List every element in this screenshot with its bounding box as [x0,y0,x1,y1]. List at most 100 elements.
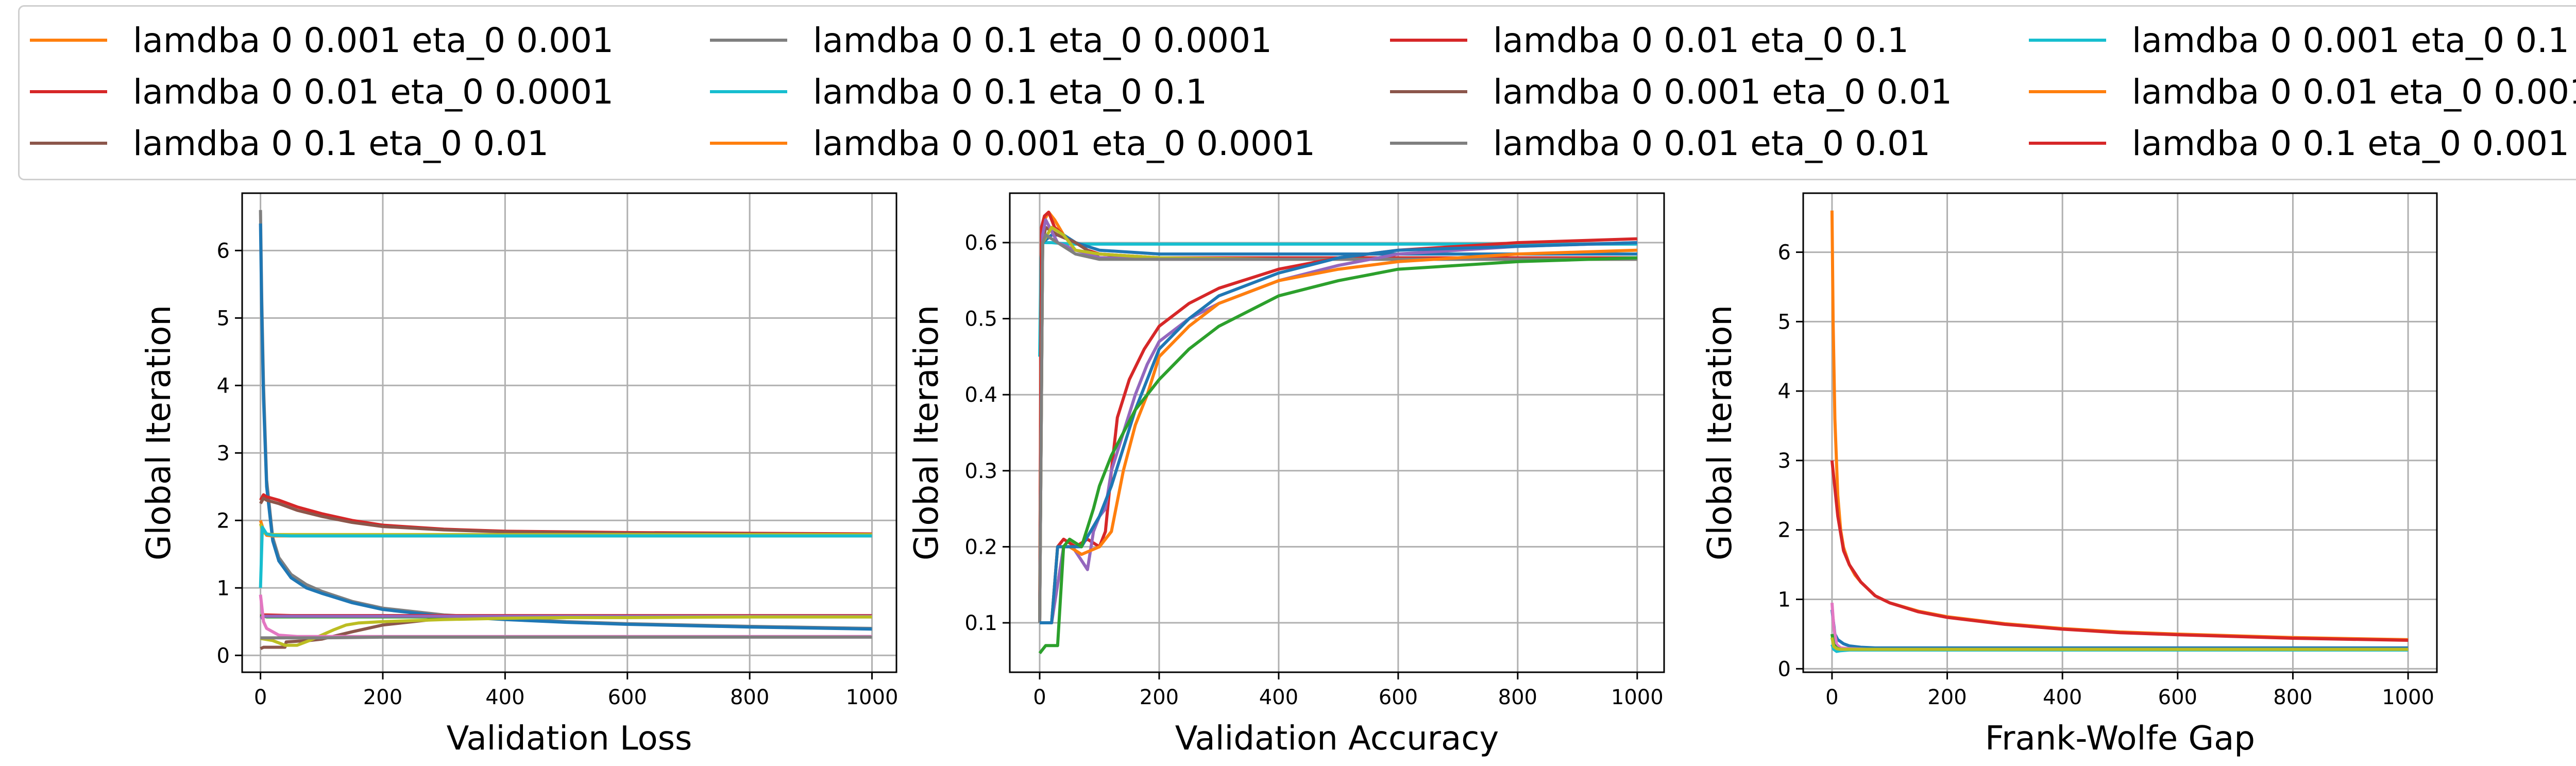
chart-panel-3: 0 200 400 600 800 1000 0 1 2 3 4 5 6 Frank-Wolfe Gap G… [1701,192,2438,758]
plot-frame [241,192,897,673]
x-tick-label: 800 [730,686,769,709]
y-tick-label: 5 [1778,310,1791,334]
series-line [1830,460,2409,642]
series-line [259,493,872,536]
y-tick-label: 2 [1778,519,1791,542]
legend-swatch [30,90,107,93]
x-tick-label: 400 [1259,686,1298,709]
legend-entry: lamdba 0 0.01 eta_0 0.0001 [30,69,614,115]
legend-swatch [710,142,787,145]
series-line [1830,637,2409,651]
legend-entry: lamdba 0 0.01 eta_0 0.001 [2029,69,2576,115]
x-tick-label: 600 [608,686,647,709]
plot-frame [1009,192,1665,673]
y-tick-label: 6 [217,239,230,263]
legend-entry: lamdba 0 0.1 eta_0 0.1 [710,69,1207,115]
series-line [1040,241,1637,624]
x-axis-label: Frank-Wolfe Gap [1985,720,2255,758]
legend-label: lamdba 0 0.001 eta_0 0.1 [2132,20,2570,60]
y-tick-label: 3 [217,441,230,465]
x-axis-label: Validation Loss [447,720,692,758]
y-tick-label: 3 [1778,449,1791,473]
series-line [259,525,872,588]
x-axis-label: Validation Accuracy [1175,720,1499,758]
x-tick-label: 800 [2273,686,2312,709]
legend-swatch [30,142,107,145]
legend-label: lamdba 0 0.001 eta_0 0.0001 [813,123,1316,163]
legend-label: lamdba 0 0.1 eta_0 0.0001 [813,20,1273,60]
legend-entry: lamdba 0 0.1 eta_0 0.0001 [710,17,1272,63]
series-line [1830,609,2409,650]
x-tick-label: 1000 [1611,686,1664,709]
legend-swatch [2029,90,2106,93]
y-tick-label: 2 [217,509,230,533]
legend-swatch [1390,39,1467,42]
chart-panel-2: 0 200 400 600 800 1000 0.1 0.2 0.3 0.4 0.5 0.6 Valid… [908,192,1665,758]
legend-swatch [1390,90,1467,93]
chart-panel-1: 0 200 400 600 800 1000 0 1 2 3 4 5 6 Validation Loss G… [140,192,899,758]
legend-swatch [2029,39,2106,42]
legend-swatch [30,39,107,42]
y-axis-label: Global Iteration [1701,305,1739,560]
y-tick-label: 0.6 [964,231,997,255]
legend-entry: lamdba 0 0.1 eta_0 0.01 [30,120,549,166]
legend-label: lamdba 0 0.001 eta_0 0.001 [133,20,614,60]
y-tick-label: 1 [217,576,230,600]
legend-label: lamdba 0 0.01 eta_0 0.001 [2132,72,2576,112]
y-tick-label: 0 [217,644,230,668]
legend-swatch [2029,142,2106,145]
x-tick-label: 0 [1033,686,1046,709]
y-tick-label: 0 [1778,657,1791,681]
legend-label: lamdba 0 0.001 eta_0 0.01 [1493,72,1953,112]
series-line [260,615,872,647]
legend-swatch [710,39,787,42]
plot-frame [1802,192,2438,673]
legend-entry: lamdba 0 0.01 eta_0 0.01 [1390,120,1930,166]
x-tick-label: 600 [2158,686,2197,709]
x-tick-label: 200 [1140,686,1179,709]
legend: lamdba 0 0.001 eta_0 0.001 lamdba 0 0.01 … [18,5,2576,180]
x-tick-label: 200 [1927,686,1967,709]
series-line [1040,248,1637,624]
x-tick-label: 600 [1379,686,1418,709]
y-tick-label: 0.1 [964,611,997,635]
x-tick-label: 1000 [846,686,899,709]
x-tick-label: 200 [363,686,402,709]
legend-label: lamdba 0 0.1 eta_0 0.001 [2132,123,2570,163]
legend-label: lamdba 0 0.01 eta_0 0.01 [1493,123,1931,163]
x-tick-label: 400 [485,686,524,709]
y-tick-label: 1 [1778,588,1791,611]
x-tick-label: 0 [1825,686,1838,709]
legend-entry: lamdba 0 0.001 eta_0 0.0001 [710,120,1315,166]
legend-swatch [710,90,787,93]
legend-label: lamdba 0 0.01 eta_0 0.0001 [133,72,614,112]
legend-entry: lamdba 0 0.01 eta_0 0.1 [1390,17,1909,63]
legend-swatch [1390,142,1467,145]
x-tick-label: 0 [254,686,267,709]
x-tick-label: 800 [1498,686,1537,709]
y-tick-label: 0.3 [964,459,997,483]
series-line [259,497,872,536]
x-tick-label: 1000 [2382,686,2434,709]
y-axis-label: Global Iteration [140,305,178,560]
x-tick-label: 400 [2043,686,2082,709]
legend-label: lamdba 0 0.1 eta_0 0.1 [813,72,1208,112]
y-tick-label: 4 [217,374,230,398]
legend-label: lamdba 0 0.01 eta_0 0.1 [1493,20,1909,60]
y-tick-label: 0.5 [964,308,997,331]
series-line [1038,256,1637,654]
legend-entry: lamdba 0 0.001 eta_0 0.01 [1390,69,1952,115]
y-tick-label: 0.4 [964,383,997,407]
series-line [259,210,872,630]
legend-entry: lamdba 0 0.001 eta_0 0.1 [2029,17,2569,63]
series-line [260,635,872,640]
legend-entry: lamdba 0 0.1 eta_0 0.001 [2029,120,2569,166]
y-tick-label: 5 [217,307,230,330]
series-line [1830,210,2409,641]
y-tick-label: 0.2 [964,535,997,559]
legend-label: lamdba 0 0.1 eta_0 0.01 [133,123,549,163]
y-tick-label: 6 [1778,241,1791,265]
y-tick-label: 4 [1778,380,1791,403]
series-line [259,223,872,631]
